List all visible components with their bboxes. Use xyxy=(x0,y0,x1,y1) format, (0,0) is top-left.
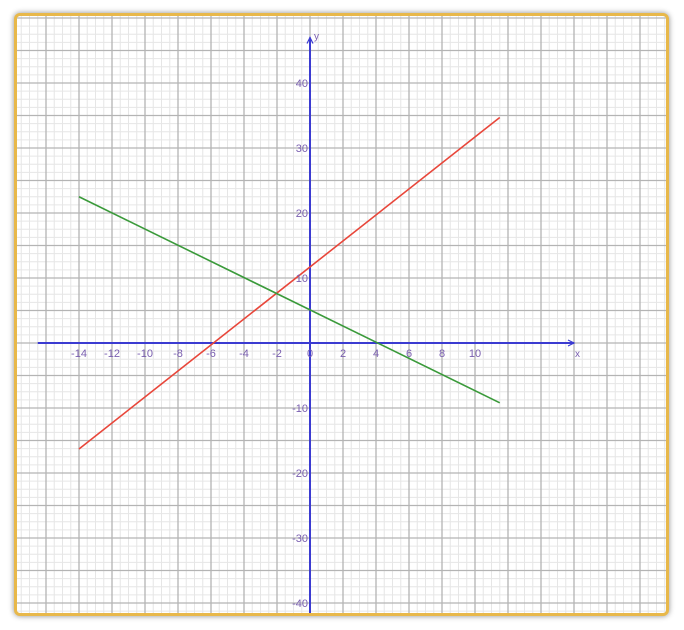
x-tick-label: 0 xyxy=(307,348,313,360)
x-axis-label: x xyxy=(575,349,580,360)
y-tick-label: 30 xyxy=(296,143,308,155)
x-tick-label: 4 xyxy=(373,348,379,360)
y-axis-label: y xyxy=(314,32,319,43)
y-axis-arrow xyxy=(306,36,314,44)
minor-grid xyxy=(17,16,666,613)
x-tick-label: -14 xyxy=(71,348,87,360)
chart-frame: x y -14 -12 -10 -8 -6 -4 -2 0 2 4 6 8 10 40 30 20 10 -10 -20… xyxy=(14,13,669,616)
x-tick-label: -2 xyxy=(272,348,282,360)
y-tick-label: 40 xyxy=(296,78,308,90)
axes xyxy=(37,36,576,613)
x-axis-arrow xyxy=(567,339,576,347)
x-tick-label: -6 xyxy=(206,348,216,360)
y-tick-label: 20 xyxy=(296,208,308,220)
major-grid xyxy=(17,16,666,613)
y-tick-label: -20 xyxy=(292,468,308,480)
x-tick-label: -12 xyxy=(104,348,120,360)
y-tick-label: -40 xyxy=(292,598,308,610)
series-lines xyxy=(78,116,501,450)
y-tick-label: -10 xyxy=(292,403,308,415)
series-line-1 xyxy=(78,116,501,450)
x-tick-label: -8 xyxy=(173,348,183,360)
x-tick-label: -4 xyxy=(239,348,249,360)
line-chart: xy-14 -12 -10 -8 -6 -4 -2 0 2 4 6 8 1040302010-10-20… xyxy=(17,16,666,613)
series-line-2 xyxy=(78,196,501,404)
tick-labels: xy-14 -12 -10 -8 -6 -4 -2 0 2 4 6 8 1040302010-10-20… xyxy=(71,32,580,611)
x-tick-label: 6 xyxy=(406,348,412,360)
x-tick-label: -10 xyxy=(137,348,153,360)
y-tick-label: 10 xyxy=(296,273,308,285)
x-tick-label: 8 xyxy=(439,348,445,360)
y-tick-label: -30 xyxy=(292,533,308,545)
x-tick-label: 10 xyxy=(469,348,481,360)
x-tick-label: 2 xyxy=(340,348,346,360)
